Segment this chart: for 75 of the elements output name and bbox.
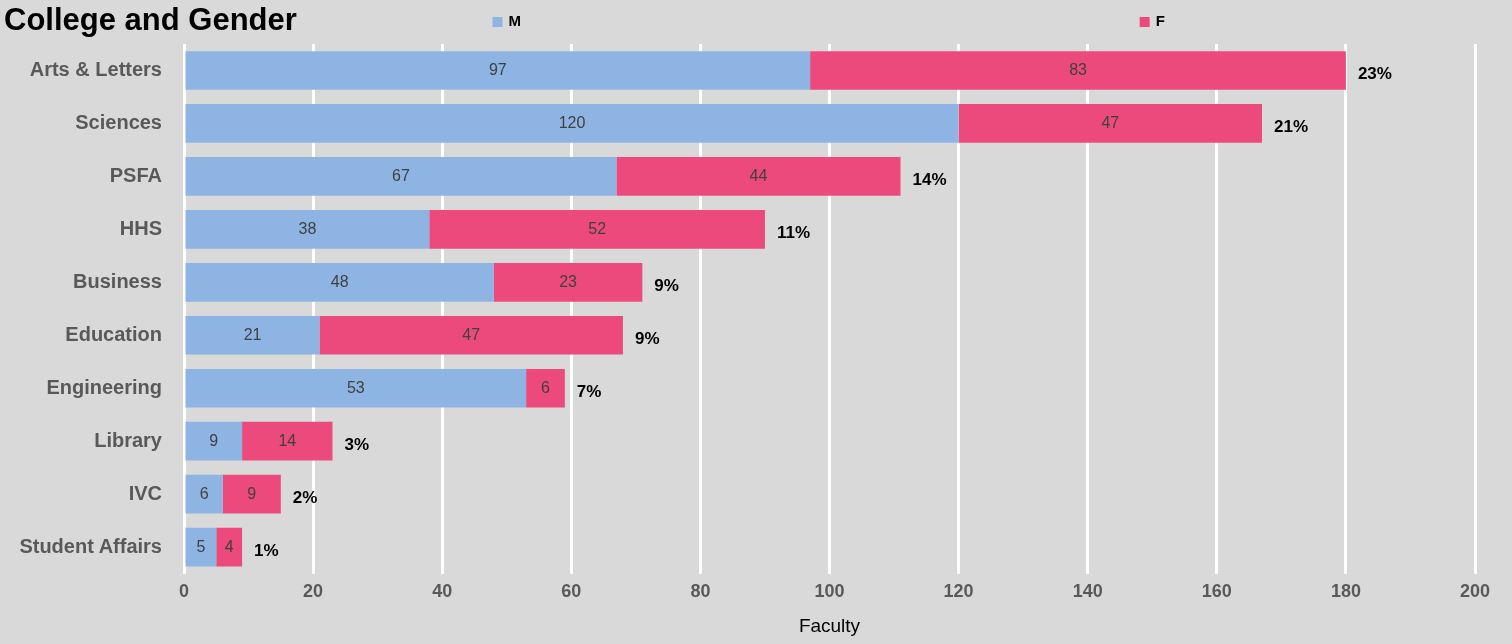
- bar: [185, 315, 320, 355]
- data-label: 47: [1101, 113, 1120, 131]
- y-tick-label: PSFA: [109, 163, 162, 186]
- bar: [810, 51, 1346, 90]
- bar: [429, 210, 765, 249]
- y-tick-label: Student Affairs: [19, 534, 162, 557]
- bar: [185, 527, 217, 567]
- data-label: 9: [247, 484, 257, 502]
- x-tick-label: 140: [1072, 581, 1103, 602]
- annotation: 14%: [912, 170, 947, 190]
- x-tick-label: 180: [1330, 581, 1361, 602]
- x-axis-title: Faculty: [798, 614, 861, 636]
- x-tick-label: 200: [1459, 581, 1491, 602]
- bar: [958, 104, 1262, 143]
- annotation: 23%: [1357, 64, 1392, 84]
- annotation: 9%: [654, 276, 679, 296]
- bar: [216, 527, 243, 567]
- y-tick-label: IVC: [128, 481, 162, 504]
- data-label: 47: [462, 325, 481, 343]
- data-label: 97: [488, 60, 507, 78]
- data-label: 6: [199, 484, 209, 502]
- data-label: 21: [243, 325, 262, 343]
- data-label: 38: [298, 219, 317, 237]
- x-tick-label: 160: [1201, 581, 1232, 602]
- annotation: 7%: [576, 381, 602, 401]
- bar: [222, 474, 281, 514]
- data-label: 67: [392, 166, 410, 184]
- x-tick-label: 0: [178, 581, 190, 602]
- data-label: 120: [558, 113, 586, 131]
- annotation: 9%: [634, 328, 660, 348]
- y-tick-label: Education: [65, 322, 162, 345]
- y-tick-label: Arts & Letters: [29, 58, 162, 80]
- data-label: 48: [330, 272, 349, 290]
- bar: [526, 368, 565, 408]
- annotation: 11%: [776, 223, 811, 243]
- bar: [185, 210, 430, 249]
- bar: [185, 262, 494, 302]
- bar: [616, 157, 901, 196]
- y-tick-label: Library: [94, 428, 163, 451]
- bar: [319, 315, 623, 355]
- bar: [185, 421, 243, 461]
- annotation: 1%: [254, 540, 279, 560]
- bar: [185, 157, 617, 196]
- data-label: 14: [278, 431, 297, 449]
- data-label: 5: [196, 537, 206, 555]
- data-label: 44: [749, 166, 768, 184]
- x-tick-label: 120: [943, 581, 974, 602]
- x-tick-label: 60: [561, 581, 582, 602]
- bar: [185, 474, 223, 514]
- data-label: 9: [209, 431, 219, 449]
- bar: [242, 421, 333, 461]
- legend-label: M: [508, 12, 521, 30]
- chart-title: College and Gender: [4, 2, 297, 37]
- data-label: 53: [346, 378, 365, 396]
- annotation: 2%: [292, 487, 318, 507]
- data-label: 6: [541, 378, 551, 396]
- bar: [185, 51, 811, 90]
- legend-label: F: [1155, 12, 1165, 30]
- y-tick-label: Business: [73, 269, 162, 292]
- data-label: 52: [588, 219, 607, 237]
- x-tick-label: 40: [432, 581, 453, 602]
- annotation: 3%: [344, 434, 370, 454]
- bar: [493, 262, 643, 302]
- x-tick-label: 80: [690, 581, 711, 602]
- y-tick-label: Sciences: [75, 110, 162, 133]
- y-tick-label: HHS: [119, 216, 162, 239]
- bar: [185, 104, 959, 143]
- data-label: 4: [224, 537, 234, 555]
- bar: [185, 368, 527, 408]
- y-tick-label: Engineering: [46, 375, 162, 398]
- annotation: 21%: [1273, 117, 1309, 137]
- x-tick-label: 100: [814, 581, 845, 602]
- x-tick-label: 20: [303, 581, 324, 602]
- data-label: 23: [559, 272, 578, 290]
- data-label: 83: [1069, 60, 1088, 78]
